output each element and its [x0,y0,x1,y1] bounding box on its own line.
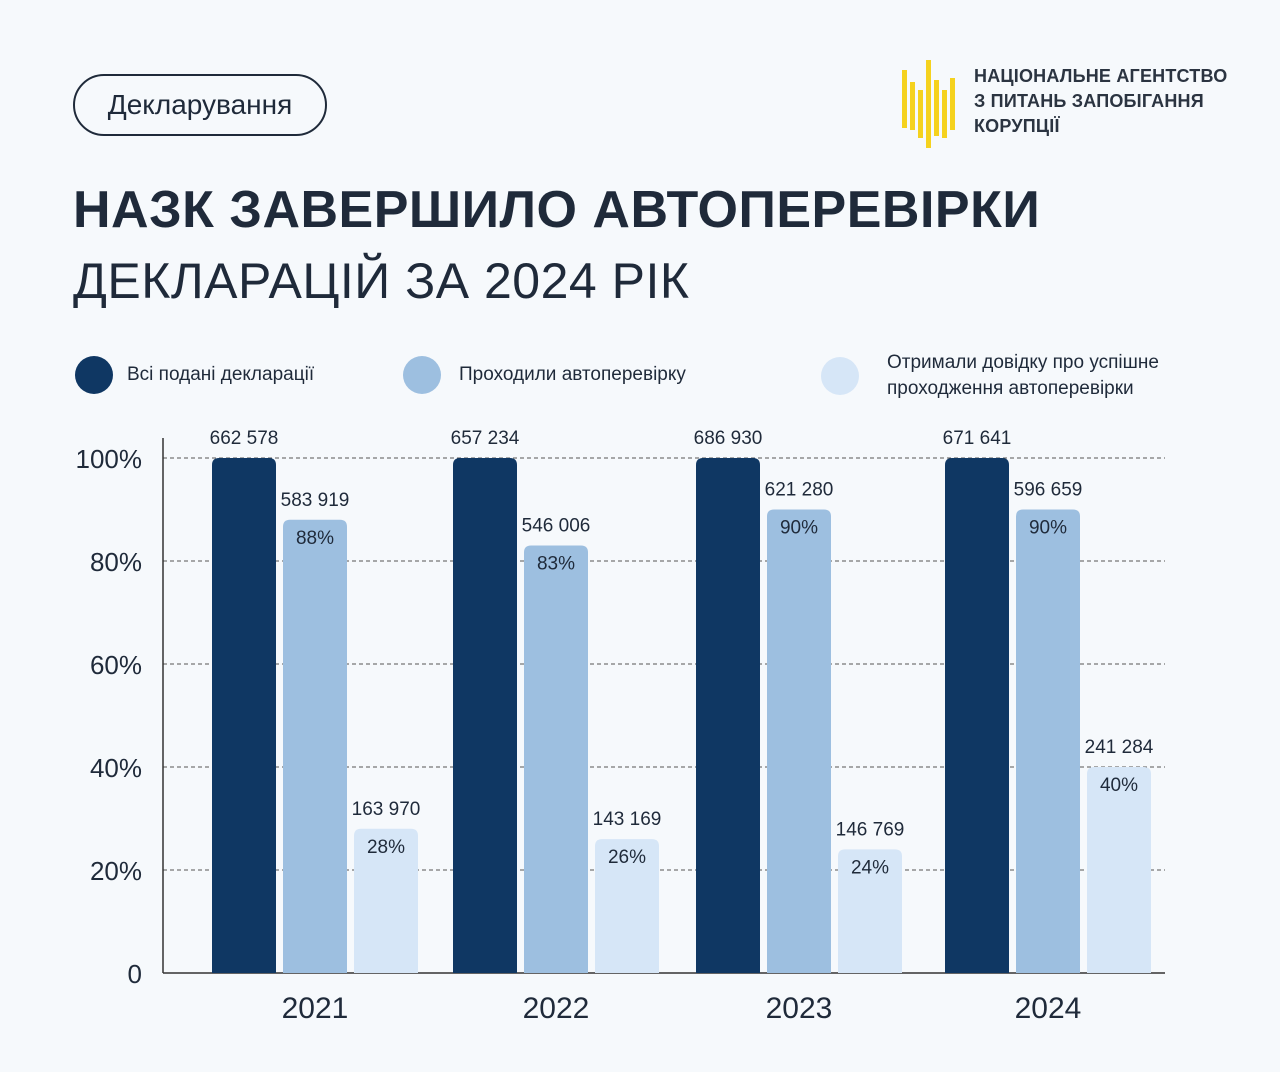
percent-label: 40% [1100,775,1138,796]
y-tick-label: 40% [90,753,142,783]
legend-swatch-certified [821,357,859,395]
bar [945,458,1009,973]
percent-label: 24% [851,857,889,878]
x-tick-label: 2024 [1015,992,1082,1025]
legend-item-certified: Отримали довідку про успішне проходження… [821,350,1159,402]
x-tick-label: 2021 [282,992,349,1025]
category-tag: Декларування [73,74,327,136]
count-label: 621 280 [765,480,834,501]
logo-text: НАЦІОНАЛЬНЕ АГЕНТСТВО З ПИТАНЬ ЗАПОБІГАН… [974,64,1227,139]
legend-label-checked: Проходили автоперевірку [459,364,686,385]
count-label: 146 769 [836,819,905,840]
y-tick-label: 20% [90,856,142,886]
x-tick-label: 2023 [766,992,833,1025]
y-tick-label: 60% [90,650,142,680]
legend-label-all: Всі подані декларації [127,364,315,385]
y-tick-label: 0 [128,959,142,989]
percent-label: 26% [608,847,646,868]
percent-label: 83% [537,554,575,575]
bar [354,828,418,973]
count-label: 583 919 [281,490,350,511]
count-label: 241 284 [1085,737,1154,758]
y-tick-label: 80% [90,547,142,577]
percent-label: 90% [1029,518,1067,539]
percent-label: 88% [296,528,334,549]
bar [595,839,659,973]
count-label: 671 641 [943,428,1012,449]
bar [767,509,831,973]
legend-item-checked: Проходили автоперевірку [403,356,686,394]
logo-line-1: НАЦІОНАЛЬНЕ АГЕНТСТВО [974,66,1228,86]
count-label: 596 659 [1014,480,1083,501]
bar [838,849,902,973]
legend-item-all: Всі подані декларації [75,356,314,394]
count-label: 657 234 [451,428,520,449]
nazk-logo: НАЦІОНАЛЬНЕ АГЕНТСТВО З ПИТАНЬ ЗАПОБІГАН… [900,60,1227,150]
page-title: НАЗК ЗАВЕРШИЛО АВТОПЕРЕВІРКИ [73,181,1041,239]
count-label: 546 006 [522,516,591,537]
bar [283,519,347,973]
y-tick-label: 100% [76,444,143,474]
legend-label-certified-line-2: проходження автоперевірки [887,378,1134,399]
legend-swatch-checked [403,356,441,394]
bar [696,458,760,973]
bar [453,458,517,973]
percent-label: 28% [367,837,405,858]
bar [1016,509,1080,973]
x-tick-label: 2022 [523,992,590,1025]
count-label: 686 930 [694,428,763,449]
legend-label-certified-line-1: Отримали довідку про успішне [887,352,1159,373]
page-subtitle: ДЕКЛАРАЦІЙ ЗА 2024 РІК [73,253,690,309]
count-label: 662 578 [210,428,279,449]
logo-line-2: З ПИТАНЬ ЗАПОБІГАННЯ [974,91,1204,111]
legend-label-certified: Отримали довідку про успішне проходження… [887,350,1159,402]
logo-bars-icon [902,60,955,148]
bar [1087,767,1151,973]
percent-label: 90% [780,518,818,539]
logo-line-3: КОРУПЦІЇ [974,116,1060,136]
bar [524,545,588,973]
legend-swatch-all [75,356,113,394]
count-label: 163 970 [352,799,421,820]
bar [212,458,276,973]
count-label: 143 169 [593,809,662,830]
